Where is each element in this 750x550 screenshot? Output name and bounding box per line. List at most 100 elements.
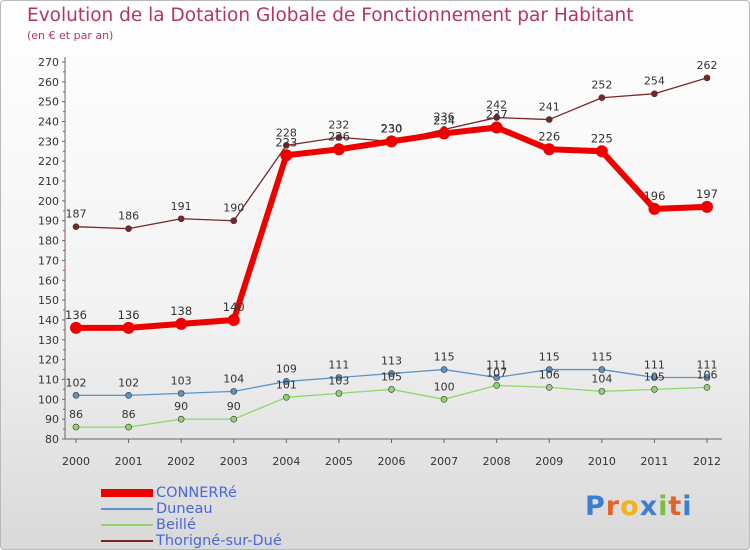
logo-letter: o <box>620 491 640 522</box>
legend-label: Thorigné-sur-Dué <box>156 533 282 549</box>
data-label-connerr-: 223 <box>275 135 297 149</box>
legend-item: Thorigné-sur-Dué <box>101 533 282 549</box>
data-label-beill-: 86 <box>69 408 83 421</box>
x-tick-label: 2009 <box>535 455 563 468</box>
y-tick-label: 110 <box>38 373 59 386</box>
data-point-beill- <box>230 415 238 423</box>
data-point-beill- <box>125 423 132 431</box>
y-tick-label: 270 <box>38 56 59 69</box>
y-tick-label: 100 <box>38 393 59 406</box>
y-tick-label: 90 <box>45 413 59 426</box>
data-label-duneau: 115 <box>434 351 455 364</box>
data-point-beill- <box>493 382 500 389</box>
data-label-connerr-: 140 <box>223 300 245 314</box>
y-tick-label: 260 <box>38 76 59 89</box>
data-point-thorign-sur-du- <box>651 90 658 98</box>
legend-swatch <box>101 489 153 497</box>
legend-swatch <box>101 524 153 526</box>
data-label-thorign-sur-du-: 186 <box>118 210 139 223</box>
data-label-duneau: 109 <box>276 362 297 375</box>
data-label-connerr-: 234 <box>433 113 455 127</box>
data-point-duneau <box>283 378 290 385</box>
legend-label: Beillé <box>156 517 196 533</box>
x-tick-label: 2004 <box>272 455 300 468</box>
logo-letter: x <box>639 491 659 522</box>
data-label-connerr-: 237 <box>486 107 508 121</box>
legend-item: Beillé <box>101 517 282 533</box>
data-label-duneau: 115 <box>539 351 560 364</box>
chart-legend: CONNERRé Duneau Beillé Thorigné-sur-Dué <box>101 485 282 549</box>
y-tick-label: 170 <box>38 254 59 267</box>
y-tick-label: 230 <box>38 135 59 148</box>
data-point-thorign-sur-du- <box>72 223 80 230</box>
data-label-thorign-sur-du-: 232 <box>328 118 349 131</box>
data-label-duneau: 102 <box>118 376 139 389</box>
data-label-connerr-: 196 <box>643 189 665 203</box>
data-point-duneau <box>230 388 238 395</box>
y-tick-label: 140 <box>38 314 59 327</box>
y-tick-label: 160 <box>38 274 59 287</box>
x-tick-label: 2012 <box>693 455 721 468</box>
data-point-duneau <box>598 366 606 373</box>
data-label-beill-: 101 <box>276 378 297 391</box>
data-label-connerr-: 226 <box>328 129 350 143</box>
data-point-connerr- <box>648 202 661 215</box>
data-point-connerr- <box>332 143 345 156</box>
data-label-beill-: 103 <box>328 374 349 387</box>
data-label-duneau: 115 <box>591 351 612 364</box>
data-label-connerr-: 230 <box>381 121 403 135</box>
data-label-connerr-: 225 <box>591 131 613 145</box>
data-label-duneau: 111 <box>697 358 718 371</box>
data-point-thorign-sur-du- <box>703 74 711 82</box>
chart-subtitle: (en € et par an) <box>27 29 114 42</box>
data-label-thorign-sur-du-: 252 <box>591 79 612 92</box>
data-label-beill-: 86 <box>122 408 136 421</box>
data-point-thorign-sur-du- <box>177 215 185 223</box>
logo-letter: i <box>658 491 669 522</box>
data-label-duneau: 111 <box>486 358 507 371</box>
data-point-connerr- <box>490 121 503 134</box>
proxiti-logo: Proxiti <box>585 491 693 522</box>
y-tick-label: 120 <box>38 354 59 367</box>
data-point-thorign-sur-du- <box>283 142 290 149</box>
data-point-thorign-sur-du- <box>493 114 500 121</box>
data-label-thorign-sur-du-: 254 <box>644 75 665 88</box>
data-point-connerr- <box>438 127 451 140</box>
data-label-thorign-sur-du-: 242 <box>486 99 507 112</box>
data-label-duneau: 113 <box>381 355 402 368</box>
data-label-thorign-sur-du-: 241 <box>539 101 560 114</box>
data-point-connerr- <box>701 200 713 213</box>
data-point-duneau <box>177 390 185 397</box>
data-point-thorign-sur-du- <box>545 116 553 123</box>
y-tick-label: 130 <box>38 334 59 347</box>
data-label-beill-: 90 <box>227 400 241 413</box>
data-point-connerr- <box>280 149 293 162</box>
x-tick-label: 2008 <box>483 455 511 468</box>
data-label-connerr-: 136 <box>65 308 87 322</box>
data-point-thorign-sur-du- <box>125 225 132 232</box>
data-label-duneau: 103 <box>171 374 192 387</box>
data-point-beill- <box>545 384 553 391</box>
data-label-thorign-sur-du-: 262 <box>697 59 718 72</box>
y-tick-label: 150 <box>38 294 59 307</box>
data-point-duneau <box>651 374 658 381</box>
data-label-beill-: 105 <box>381 370 402 383</box>
data-label-beill-: 90 <box>174 400 188 413</box>
data-label-beill-: 104 <box>591 372 612 385</box>
data-label-beill-: 106 <box>539 368 560 381</box>
data-point-duneau <box>72 392 80 399</box>
data-point-connerr- <box>385 135 398 148</box>
x-tick-label: 2003 <box>220 455 248 468</box>
y-tick-label: 80 <box>45 433 59 446</box>
data-point-connerr- <box>70 321 82 334</box>
y-tick-label: 190 <box>38 215 59 228</box>
data-point-thorign-sur-du- <box>230 217 238 225</box>
logo-letter: t <box>668 491 683 522</box>
data-label-beill-: 106 <box>697 368 718 381</box>
x-tick-label: 2007 <box>430 455 458 468</box>
x-tick-label: 2010 <box>588 455 616 468</box>
data-point-connerr- <box>543 143 556 156</box>
data-point-beill- <box>598 388 606 395</box>
data-label-beill-: 105 <box>644 370 665 383</box>
